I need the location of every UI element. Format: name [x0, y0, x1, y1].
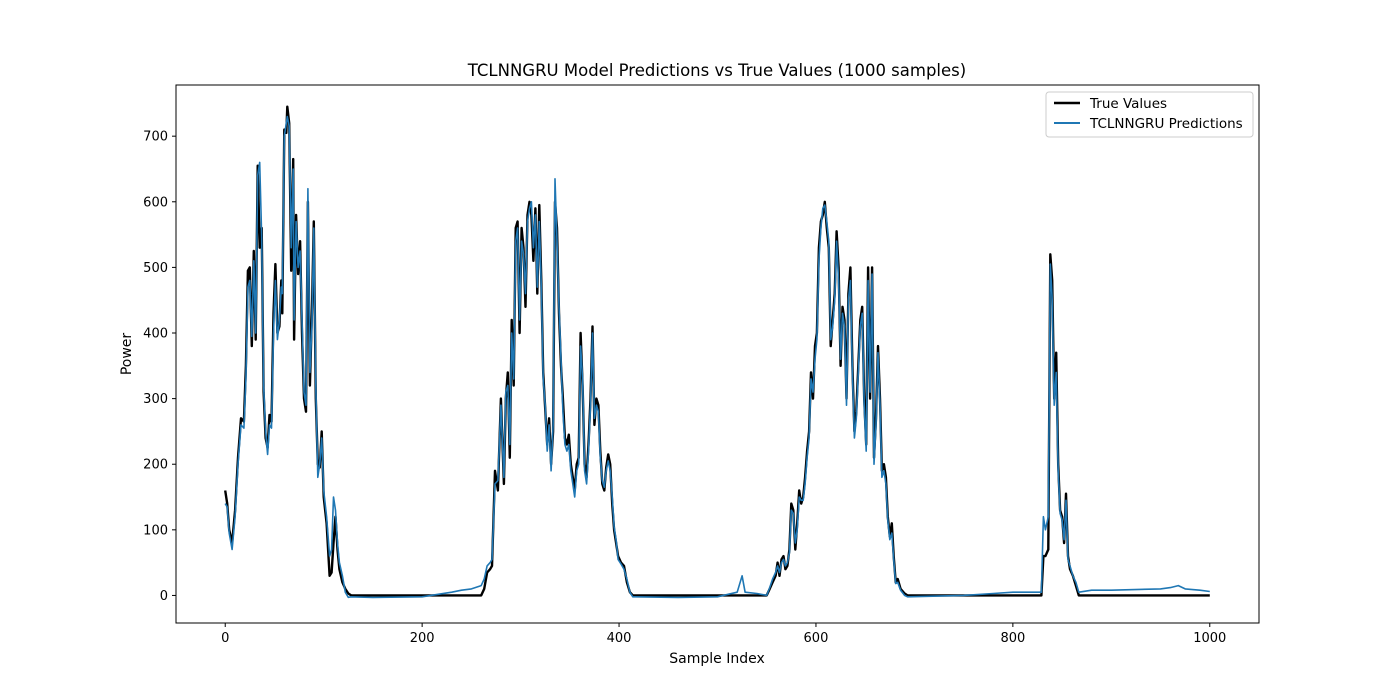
legend-label-true: True Values	[1089, 96, 1167, 112]
axis-ticks: 0 200 400 600 800 1000 0 100 200 300 400 500 600 700	[143, 130, 1226, 646]
x-tick-label: 400	[607, 631, 632, 646]
x-tick-label: 0	[221, 631, 229, 646]
y-tick-label: 700	[143, 130, 168, 145]
x-tick-label: 1000	[1193, 631, 1226, 646]
y-tick-label: 600	[143, 195, 168, 210]
series-line-predictions	[224, 115, 1210, 599]
y-tick-label: 200	[143, 458, 168, 473]
legend-label-pred: TCLNNGRU Predictions	[1089, 116, 1243, 132]
series-lines	[224, 105, 1210, 599]
y-tick-label: 400	[143, 327, 168, 342]
x-tick-label: 600	[804, 631, 829, 646]
y-tick-label: 500	[143, 261, 168, 276]
x-tick-label: 800	[1000, 631, 1025, 646]
y-tick-label: 300	[143, 392, 168, 407]
legend: True Values TCLNNGRU Predictions	[1045, 91, 1254, 138]
x-tick-label: 200	[410, 631, 435, 646]
y-tick-label: 100	[143, 523, 168, 538]
legend-box	[1045, 91, 1254, 138]
chart-title: TCLNNGRU Model Predictions vs True Value…	[467, 61, 966, 80]
y-axis-label: Power	[119, 333, 135, 376]
y-tick-label: 0	[160, 589, 168, 604]
x-axis-label: Sample Index	[669, 651, 764, 667]
plot-frame	[175, 84, 1260, 624]
